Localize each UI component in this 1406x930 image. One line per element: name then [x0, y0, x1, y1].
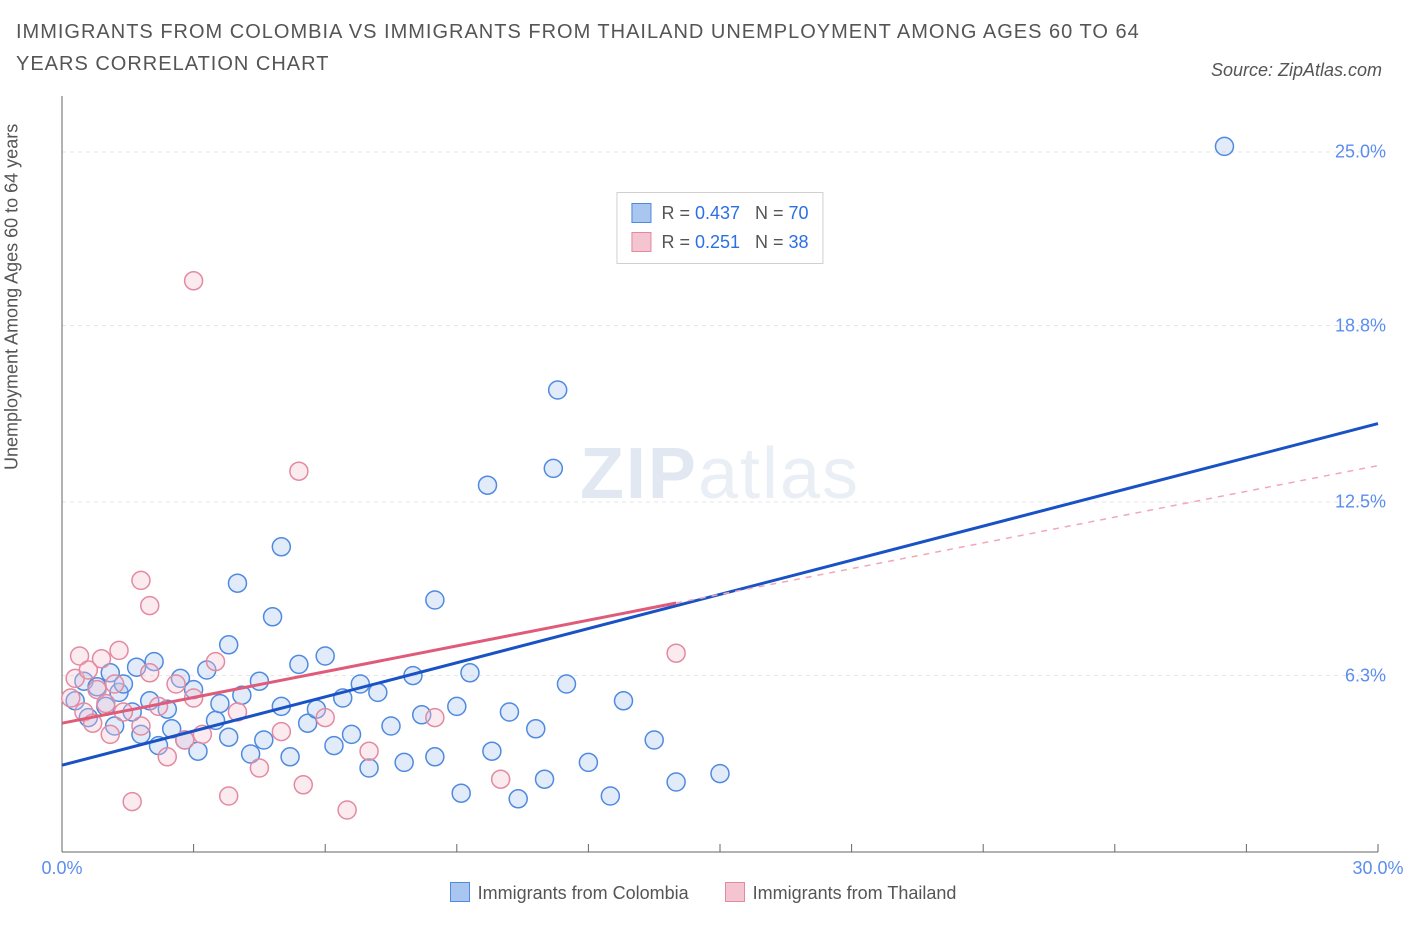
data-point — [527, 720, 545, 738]
data-point — [338, 801, 356, 819]
x-axis-ticks: 0.0%30.0% — [60, 858, 1380, 882]
data-point — [141, 664, 159, 682]
data-point — [167, 675, 185, 693]
data-point — [294, 776, 312, 794]
data-point — [281, 748, 299, 766]
data-point — [272, 723, 290, 741]
legend-item: Immigrants from Colombia — [450, 882, 689, 904]
data-point — [101, 725, 119, 743]
data-point — [272, 538, 290, 556]
data-point — [97, 695, 115, 713]
legend-stats-row: R = 0.437 N = 70 — [631, 199, 808, 228]
data-point — [255, 731, 273, 749]
data-point — [92, 650, 110, 668]
data-point — [549, 381, 567, 399]
data-point — [360, 742, 378, 760]
data-point — [110, 641, 128, 659]
data-point — [123, 793, 141, 811]
data-point — [158, 748, 176, 766]
data-point — [667, 773, 685, 791]
data-point — [509, 790, 527, 808]
data-point — [500, 703, 518, 721]
y-tick-label: 12.5% — [1335, 492, 1386, 513]
chart-title: IMMIGRANTS FROM COLOMBIA VS IMMIGRANTS F… — [16, 16, 1166, 80]
y-tick-label: 18.8% — [1335, 315, 1386, 336]
data-point — [448, 697, 466, 715]
data-point — [207, 653, 225, 671]
source-citation: Source: ZipAtlas.com — [1211, 60, 1382, 81]
data-point — [382, 717, 400, 735]
data-point — [220, 636, 238, 654]
data-point — [106, 675, 124, 693]
data-point — [426, 709, 444, 727]
data-point — [250, 759, 268, 777]
data-point — [536, 770, 554, 788]
data-point — [185, 272, 203, 290]
data-point — [325, 737, 343, 755]
data-point — [1215, 137, 1233, 155]
data-point — [395, 753, 413, 771]
data-point — [426, 748, 444, 766]
data-point — [290, 655, 308, 673]
data-point — [132, 717, 150, 735]
legend-stats-text: R = 0.437 N = 70 — [661, 199, 808, 228]
x-tick-label: 0.0% — [41, 858, 82, 879]
data-point — [228, 574, 246, 592]
legend-label: Immigrants from Thailand — [753, 883, 957, 903]
data-point — [645, 731, 663, 749]
data-point — [492, 770, 510, 788]
data-point — [316, 647, 334, 665]
y-tick-label: 25.0% — [1335, 142, 1386, 163]
data-point — [62, 689, 80, 707]
trend-line — [62, 424, 1378, 766]
trend-line-extension — [676, 466, 1378, 603]
data-point — [579, 753, 597, 771]
data-point — [426, 591, 444, 609]
x-tick-label: 30.0% — [1352, 858, 1403, 879]
data-point — [483, 742, 501, 760]
legend-swatch — [631, 232, 651, 252]
legend-stats-row: R = 0.251 N = 38 — [631, 228, 808, 257]
y-tick-label: 6.3% — [1345, 665, 1386, 686]
legend-stats-box: R = 0.437 N = 70R = 0.251 N = 38 — [616, 192, 823, 264]
legend-label: Immigrants from Colombia — [478, 883, 689, 903]
scatter-plot: ZIPatlas R = 0.437 N = 70R = 0.251 N = 3… — [60, 94, 1380, 854]
legend-swatch — [725, 882, 745, 902]
y-axis-label: Unemployment Among Ages 60 to 64 years — [2, 124, 23, 470]
legend-item: Immigrants from Thailand — [725, 882, 957, 904]
legend-swatch — [631, 203, 651, 223]
data-point — [211, 695, 229, 713]
data-point — [360, 759, 378, 777]
data-point — [479, 476, 497, 494]
legend-stats-text: R = 0.251 N = 38 — [661, 228, 808, 257]
data-point — [544, 459, 562, 477]
legend-bottom: Immigrants from Colombia Immigrants from … — [0, 882, 1406, 904]
data-point — [614, 692, 632, 710]
data-point — [557, 675, 575, 693]
data-point — [220, 728, 238, 746]
data-point — [220, 787, 238, 805]
data-point — [290, 462, 308, 480]
data-point — [452, 784, 470, 802]
data-point — [343, 725, 361, 743]
data-point — [264, 608, 282, 626]
data-point — [250, 672, 268, 690]
legend-swatch — [450, 882, 470, 902]
data-point — [601, 787, 619, 805]
data-point — [132, 571, 150, 589]
data-point — [141, 597, 159, 615]
data-point — [461, 664, 479, 682]
data-point — [316, 709, 334, 727]
data-point — [711, 765, 729, 783]
data-point — [667, 644, 685, 662]
